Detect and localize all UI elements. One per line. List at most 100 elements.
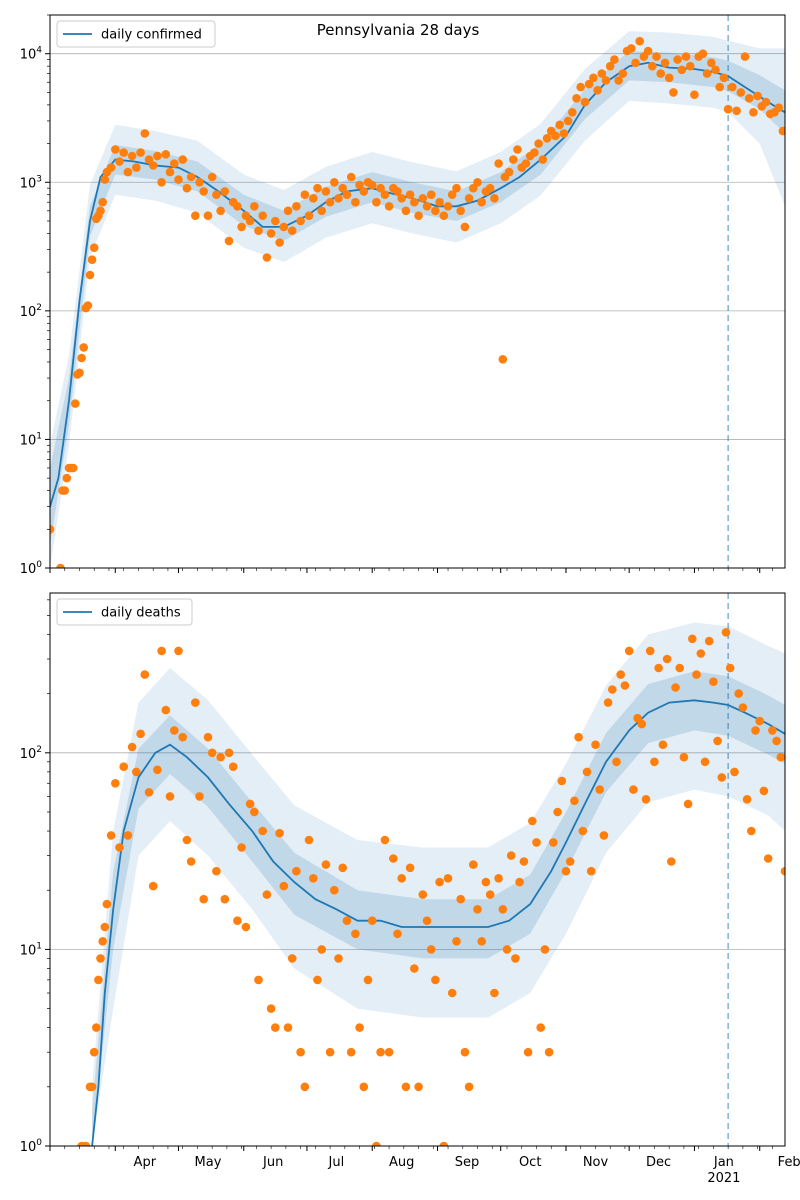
confirmed-observed-point xyxy=(778,126,785,136)
confirmed-observed-point xyxy=(538,155,548,164)
confirmed-observed-point xyxy=(79,343,88,352)
deaths-observed-point xyxy=(119,762,128,771)
confirmed-gridlines xyxy=(50,53,785,440)
confirmed-observed-point xyxy=(334,194,343,203)
confirmed-observed-point xyxy=(681,52,691,61)
deaths-observed-point xyxy=(776,752,785,762)
deaths-observed-point xyxy=(136,729,145,739)
confirmed-observed-point xyxy=(702,69,712,78)
deaths-observed-point xyxy=(477,937,487,946)
deaths-observed-point xyxy=(363,975,373,985)
deaths-observed-point xyxy=(87,1082,97,1092)
confirmed-observed-point xyxy=(542,134,552,143)
confirmed-observed-point xyxy=(224,236,234,246)
deaths-observed-point xyxy=(620,681,630,690)
confirmed-observed-point xyxy=(83,301,93,310)
confirmed-observed-point xyxy=(157,178,166,187)
confirmed-observed-point xyxy=(761,97,771,107)
confirmed-observed-point xyxy=(71,399,80,408)
deaths-observed-point xyxy=(283,1023,293,1032)
confirmed-observed-point xyxy=(89,243,99,252)
confirmed-observed-point xyxy=(530,148,539,157)
deaths-observed-point xyxy=(94,975,103,985)
deaths-observed-point xyxy=(683,799,693,809)
confirmed-observed-point xyxy=(559,129,569,138)
x-tick-label: Dec xyxy=(646,1155,671,1170)
deaths-observed-point xyxy=(544,1047,554,1057)
confirmed-observed-point xyxy=(376,183,385,193)
deaths-observed-point xyxy=(325,1047,335,1057)
confirmed-observed-point xyxy=(62,473,72,483)
confirmed-observed-point xyxy=(380,190,390,199)
confirmed-observed-point xyxy=(123,167,133,177)
deaths-observed-point xyxy=(696,649,706,658)
confirmed-observed-point xyxy=(237,222,246,232)
deaths-observed-point xyxy=(742,795,752,804)
deaths-observed-point xyxy=(498,905,508,914)
confirmed-observed-point xyxy=(534,139,543,148)
confirmed-observed-point xyxy=(140,129,150,138)
confirmed-observed-point xyxy=(673,55,682,64)
confirmed-observed-point xyxy=(68,463,78,473)
deaths-observed-point xyxy=(591,740,600,749)
deaths-observed-point xyxy=(549,838,558,847)
confirmed-observed-point xyxy=(627,44,636,53)
deaths-observed-point xyxy=(313,975,322,985)
deaths-observed-point xyxy=(616,670,625,679)
confirmed-observed-point xyxy=(568,108,577,117)
deaths-observed-point xyxy=(132,767,141,777)
deaths-observed-point xyxy=(506,851,516,860)
deaths-observed-point xyxy=(502,945,512,954)
confirmed-observed-point xyxy=(690,90,699,99)
confirmed-observed-point xyxy=(313,183,322,193)
deaths-observed-point xyxy=(671,683,680,692)
confirmed-observed-point xyxy=(346,172,356,182)
confirmed-observed-point xyxy=(555,120,564,130)
confirmed-observed-point xyxy=(513,145,522,154)
deaths-observed-point xyxy=(637,719,647,729)
confirmed-observed-point xyxy=(660,58,670,68)
deaths-observed-point xyxy=(258,826,268,836)
deaths-observed-point xyxy=(414,1082,423,1092)
deaths-observed-point xyxy=(608,685,617,694)
deaths-observed-point xyxy=(717,773,727,782)
deaths-observed-point xyxy=(212,866,221,876)
deaths-observed-point xyxy=(359,1082,369,1092)
chart-title: Pennsylvania 28 days xyxy=(317,21,480,39)
deaths-observed-point xyxy=(106,831,116,840)
deaths-observed-point xyxy=(174,646,183,656)
deaths-observed-point xyxy=(199,894,208,904)
confirmed-observed-point xyxy=(300,190,310,199)
confirmed-observed-point xyxy=(643,46,653,56)
confirmed-observed-point xyxy=(170,159,179,168)
confirmed-observed-point xyxy=(174,175,183,184)
deaths-observed-point xyxy=(317,945,327,954)
confirmed-observed-point xyxy=(258,211,268,220)
confirmed-observed-point xyxy=(220,187,230,196)
confirmed-observed-point xyxy=(635,36,644,46)
deaths-observed-point xyxy=(426,945,436,954)
deaths-observed-point xyxy=(228,762,238,771)
deaths-observed-point xyxy=(485,890,495,899)
deaths-observed-point xyxy=(443,874,453,883)
deaths-observed-point xyxy=(237,843,246,852)
confirmed-observed-point xyxy=(443,202,453,211)
deaths-observed-point xyxy=(553,807,562,817)
confirmed-observed-point xyxy=(85,270,95,280)
confirmed-observed-point xyxy=(115,157,124,166)
deaths-observed-point xyxy=(342,916,352,925)
deaths-observed-point xyxy=(178,732,187,742)
x-tick-label: Jan xyxy=(713,1155,734,1170)
deaths-observed-point xyxy=(431,975,440,985)
deaths-observed-point xyxy=(338,863,348,873)
deaths-observed-point xyxy=(519,857,529,866)
deaths-observed-point xyxy=(321,860,331,869)
deaths-observed-point xyxy=(127,742,137,752)
confirmed-observed-point xyxy=(212,190,221,199)
deaths-observed-point xyxy=(384,1047,394,1057)
deaths-legend: daily deaths xyxy=(56,598,193,626)
deaths-observed-point xyxy=(667,857,676,866)
confirmed-observed-point xyxy=(279,222,289,232)
deaths-observed-point xyxy=(721,628,731,637)
